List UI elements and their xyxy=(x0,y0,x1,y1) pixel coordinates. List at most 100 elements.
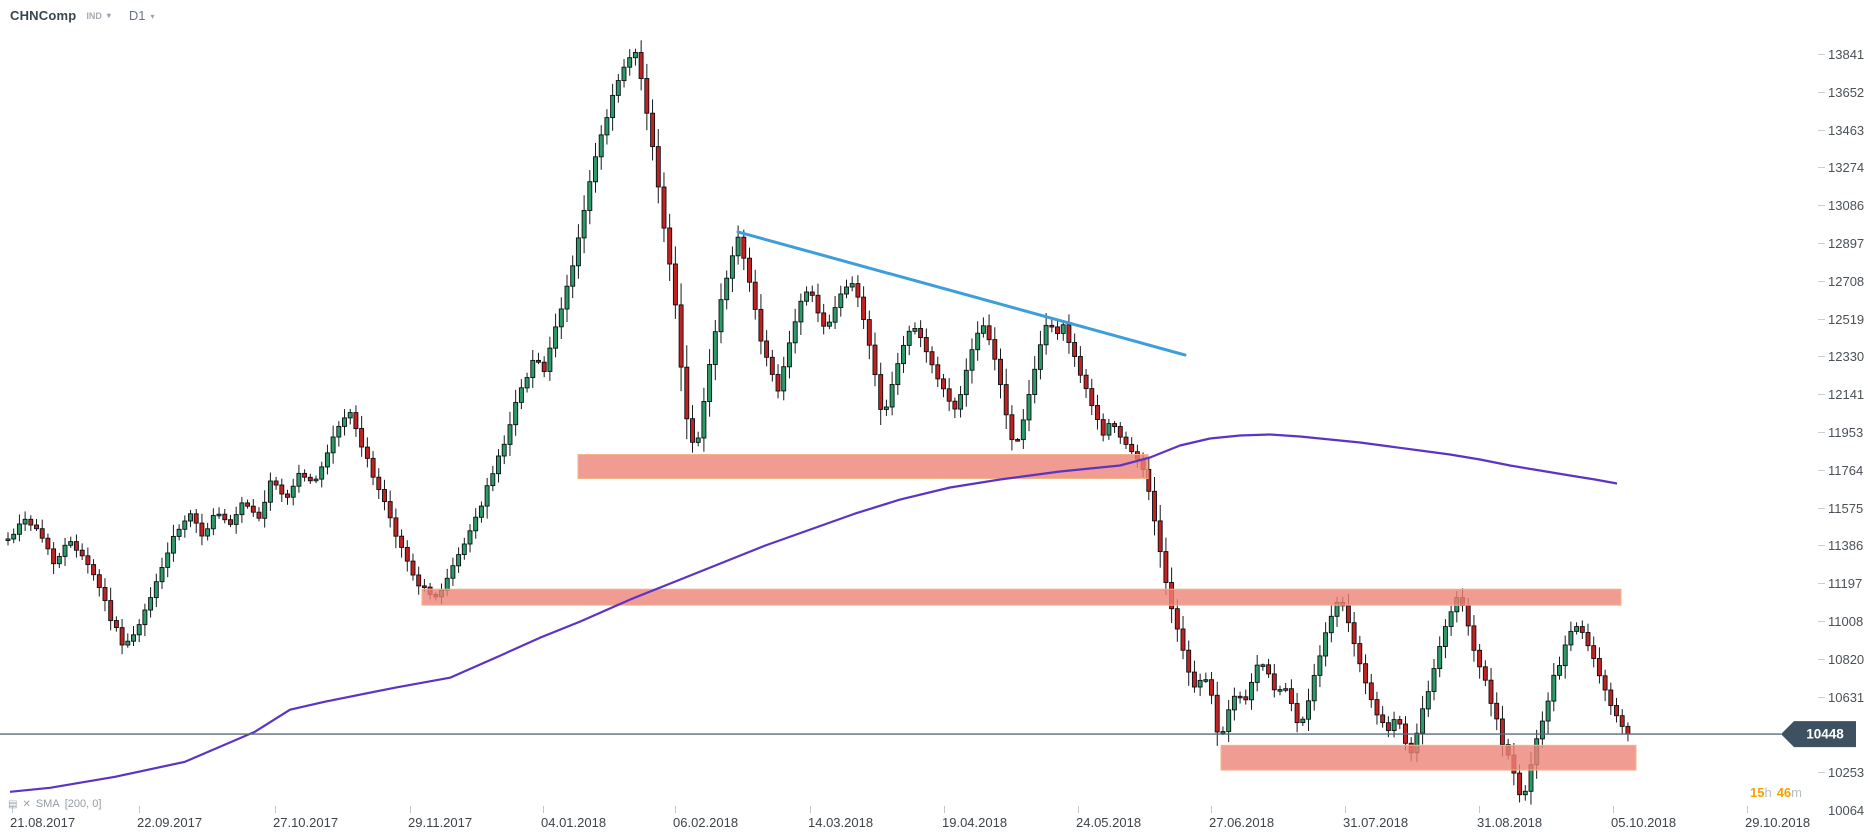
candle[interactable] xyxy=(901,335,906,373)
candle[interactable] xyxy=(501,435,507,465)
candle[interactable] xyxy=(131,626,136,646)
candle[interactable] xyxy=(1009,405,1015,451)
candle[interactable] xyxy=(1437,636,1443,678)
candle[interactable] xyxy=(1585,623,1591,652)
candle[interactable] xyxy=(553,313,559,358)
candle[interactable] xyxy=(51,542,57,574)
candle[interactable] xyxy=(518,379,524,410)
candle[interactable] xyxy=(1471,615,1477,662)
candle[interactable] xyxy=(182,515,188,538)
candle[interactable] xyxy=(695,431,701,447)
candle[interactable] xyxy=(610,83,616,131)
candle[interactable] xyxy=(1003,368,1009,429)
candle[interactable] xyxy=(690,405,695,453)
candle[interactable] xyxy=(39,519,45,543)
candle[interactable] xyxy=(1197,673,1203,697)
candle[interactable] xyxy=(844,279,849,299)
candle[interactable] xyxy=(1317,645,1323,688)
candle[interactable] xyxy=(245,499,251,509)
candle[interactable] xyxy=(1539,711,1545,748)
candle[interactable] xyxy=(861,286,867,329)
candle[interactable] xyxy=(1112,421,1118,433)
candle[interactable] xyxy=(581,195,587,254)
candle[interactable] xyxy=(627,49,633,76)
candle[interactable] xyxy=(980,317,986,338)
candle[interactable] xyxy=(764,330,770,367)
zone-rectangle[interactable] xyxy=(421,588,1622,606)
candle[interactable] xyxy=(290,478,296,506)
candle[interactable] xyxy=(22,511,28,532)
candle[interactable] xyxy=(1089,378,1095,416)
candle[interactable] xyxy=(262,490,268,528)
candle[interactable] xyxy=(1043,313,1049,355)
candle[interactable] xyxy=(336,421,342,447)
candle[interactable] xyxy=(1608,682,1614,715)
candle[interactable] xyxy=(798,293,804,335)
candle[interactable] xyxy=(342,409,347,436)
candle[interactable] xyxy=(382,479,387,511)
candle[interactable] xyxy=(1157,505,1163,568)
candle[interactable] xyxy=(1431,659,1437,701)
candle[interactable] xyxy=(216,507,222,519)
candle[interactable] xyxy=(496,449,501,483)
candle[interactable] xyxy=(570,255,576,299)
candle[interactable] xyxy=(1060,320,1066,341)
candle[interactable] xyxy=(923,328,929,363)
candle[interactable] xyxy=(1562,635,1568,679)
candle[interactable] xyxy=(752,269,758,320)
candle[interactable] xyxy=(872,332,878,387)
candle[interactable] xyxy=(1545,692,1551,734)
candle[interactable] xyxy=(1186,640,1192,686)
candle[interactable] xyxy=(233,506,239,534)
candle[interactable] xyxy=(1311,663,1317,711)
candle[interactable] xyxy=(324,444,330,475)
candle[interactable] xyxy=(1602,669,1608,702)
candle[interactable] xyxy=(273,476,279,490)
candle[interactable] xyxy=(1380,706,1386,728)
candle[interactable] xyxy=(769,349,775,382)
candle[interactable] xyxy=(484,477,490,519)
candle[interactable] xyxy=(815,283,821,323)
candle[interactable] xyxy=(125,633,131,648)
candle[interactable] xyxy=(1015,438,1021,442)
candle[interactable] xyxy=(1055,320,1060,340)
candle[interactable] xyxy=(701,387,707,452)
candle[interactable] xyxy=(593,142,598,193)
candle[interactable] xyxy=(1574,622,1580,635)
candle[interactable] xyxy=(205,522,211,541)
zone-rectangle[interactable] xyxy=(577,454,1149,479)
candle[interactable] xyxy=(849,276,855,292)
candle[interactable] xyxy=(5,532,11,546)
candle[interactable] xyxy=(1249,673,1254,710)
candle[interactable] xyxy=(393,508,399,549)
candle[interactable] xyxy=(866,310,872,360)
candle[interactable] xyxy=(1032,356,1038,404)
candle[interactable] xyxy=(1037,330,1043,380)
candle[interactable] xyxy=(370,451,376,486)
candle[interactable] xyxy=(313,475,319,484)
candle[interactable] xyxy=(1123,431,1129,449)
candle[interactable] xyxy=(1614,697,1619,723)
candle[interactable] xyxy=(1283,683,1289,693)
candle[interactable] xyxy=(256,507,262,522)
candle[interactable] xyxy=(1095,394,1100,430)
candle[interactable] xyxy=(478,501,484,523)
candle[interactable] xyxy=(564,274,570,322)
candle[interactable] xyxy=(718,283,724,344)
candle[interactable] xyxy=(729,246,735,293)
candle[interactable] xyxy=(1363,654,1369,695)
candle[interactable] xyxy=(912,322,918,335)
candle[interactable] xyxy=(1300,716,1306,727)
candle[interactable] xyxy=(712,320,718,381)
candle[interactable] xyxy=(621,59,627,88)
symbol-name[interactable]: CHNComp xyxy=(10,8,77,23)
candle[interactable] xyxy=(410,553,416,581)
candle[interactable] xyxy=(541,356,547,378)
candle[interactable] xyxy=(558,297,564,339)
candle[interactable] xyxy=(724,270,730,310)
candle[interactable] xyxy=(399,529,405,558)
candle[interactable] xyxy=(1420,695,1426,745)
candle[interactable] xyxy=(1231,687,1237,721)
candle[interactable] xyxy=(1243,689,1249,705)
